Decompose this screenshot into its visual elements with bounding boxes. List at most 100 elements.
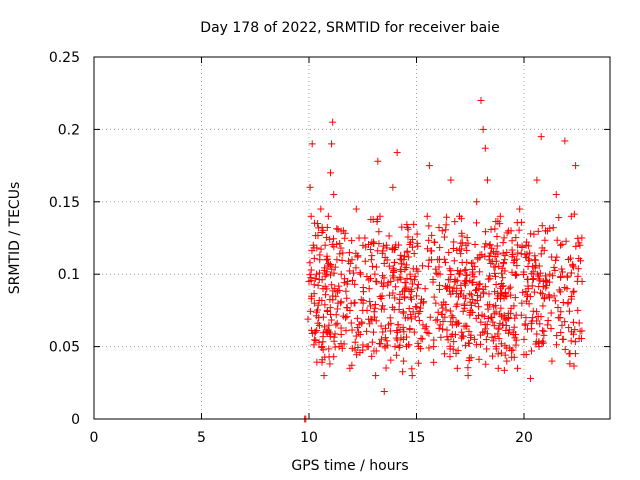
data-point [518, 299, 526, 307]
data-point [333, 319, 341, 327]
data-point [524, 282, 532, 290]
data-point [509, 346, 517, 354]
data-point [504, 227, 512, 235]
data-point [566, 349, 574, 357]
data-point [366, 320, 374, 328]
data-point [332, 321, 340, 329]
data-point [429, 275, 437, 283]
data-point [529, 314, 537, 322]
data-point [498, 289, 506, 297]
data-point [552, 256, 560, 264]
data-point [413, 230, 421, 238]
data-point [434, 256, 442, 264]
data-point [413, 239, 421, 247]
data-point [445, 248, 453, 256]
data-point [577, 257, 585, 265]
x-axis-title: GPS time / hours [291, 458, 408, 474]
data-point [432, 265, 440, 273]
data-point [452, 302, 460, 310]
data-point [367, 274, 375, 282]
data-point [422, 323, 430, 331]
data-point [478, 251, 486, 259]
data-point [454, 319, 462, 327]
data-point [335, 282, 343, 290]
data-point [370, 347, 378, 355]
data-point [535, 262, 543, 270]
data-point [356, 269, 364, 277]
data-point [491, 272, 499, 280]
y-tick-label: 0 [71, 412, 80, 428]
data-point [347, 299, 355, 307]
data-point [562, 237, 570, 245]
data-point [318, 344, 326, 352]
data-point [386, 327, 394, 335]
data-point [425, 329, 433, 337]
data-point [536, 320, 544, 328]
data-point [535, 275, 543, 283]
data-point [396, 326, 404, 334]
data-point [423, 329, 431, 337]
data-point [557, 308, 565, 316]
data-point [356, 330, 364, 338]
y-tick-label: 0.15 [49, 195, 80, 211]
data-point [497, 340, 505, 348]
data-point [548, 253, 556, 261]
data-point [407, 293, 415, 301]
data-point [332, 292, 340, 300]
data-point [314, 232, 322, 240]
data-point [447, 290, 455, 298]
data-point [333, 225, 341, 233]
data-point [551, 266, 559, 274]
data-point [538, 222, 546, 230]
data-point [387, 356, 395, 364]
data-point [558, 265, 566, 273]
data-point [416, 304, 424, 312]
data-point [387, 319, 395, 327]
data-point [334, 288, 342, 296]
data-point [497, 304, 505, 312]
data-point [409, 265, 417, 273]
data-point [337, 340, 345, 348]
data-point [513, 262, 521, 270]
data-point [425, 162, 433, 170]
data-point [462, 294, 470, 302]
data-point [471, 286, 479, 294]
data-point [383, 244, 391, 252]
ticks-layer: 0 0.05 0.1 0.15 0.2 0.25 0 5 10 15 20 [49, 50, 610, 446]
data-point [365, 241, 373, 249]
data-point [413, 303, 421, 311]
data-point [378, 335, 386, 343]
data-point [538, 244, 546, 252]
data-point [575, 319, 583, 327]
data-point [553, 332, 561, 340]
data-point [518, 243, 526, 251]
data-point [520, 335, 528, 343]
data-point [316, 251, 324, 259]
data-point [449, 314, 457, 322]
data-point [523, 275, 531, 283]
data-point [540, 327, 548, 335]
data-point [365, 285, 373, 293]
data-point [549, 224, 557, 232]
data-point [475, 303, 483, 311]
data-point [522, 288, 530, 296]
data-point [320, 372, 328, 380]
data-point [576, 327, 584, 335]
data-point [502, 292, 510, 300]
data-point [487, 225, 495, 233]
data-point [307, 295, 315, 303]
data-point [311, 328, 319, 336]
data-point [533, 330, 541, 338]
data-point [336, 250, 344, 258]
data-point [488, 333, 496, 341]
data-point [529, 268, 537, 276]
data-point [432, 269, 440, 277]
data-point [467, 259, 475, 267]
data-point [380, 387, 388, 395]
data-point [403, 223, 411, 231]
data-point [481, 243, 489, 251]
data-point [371, 270, 379, 278]
data-point [537, 250, 545, 258]
data-point [498, 269, 506, 277]
data-point [323, 328, 331, 336]
